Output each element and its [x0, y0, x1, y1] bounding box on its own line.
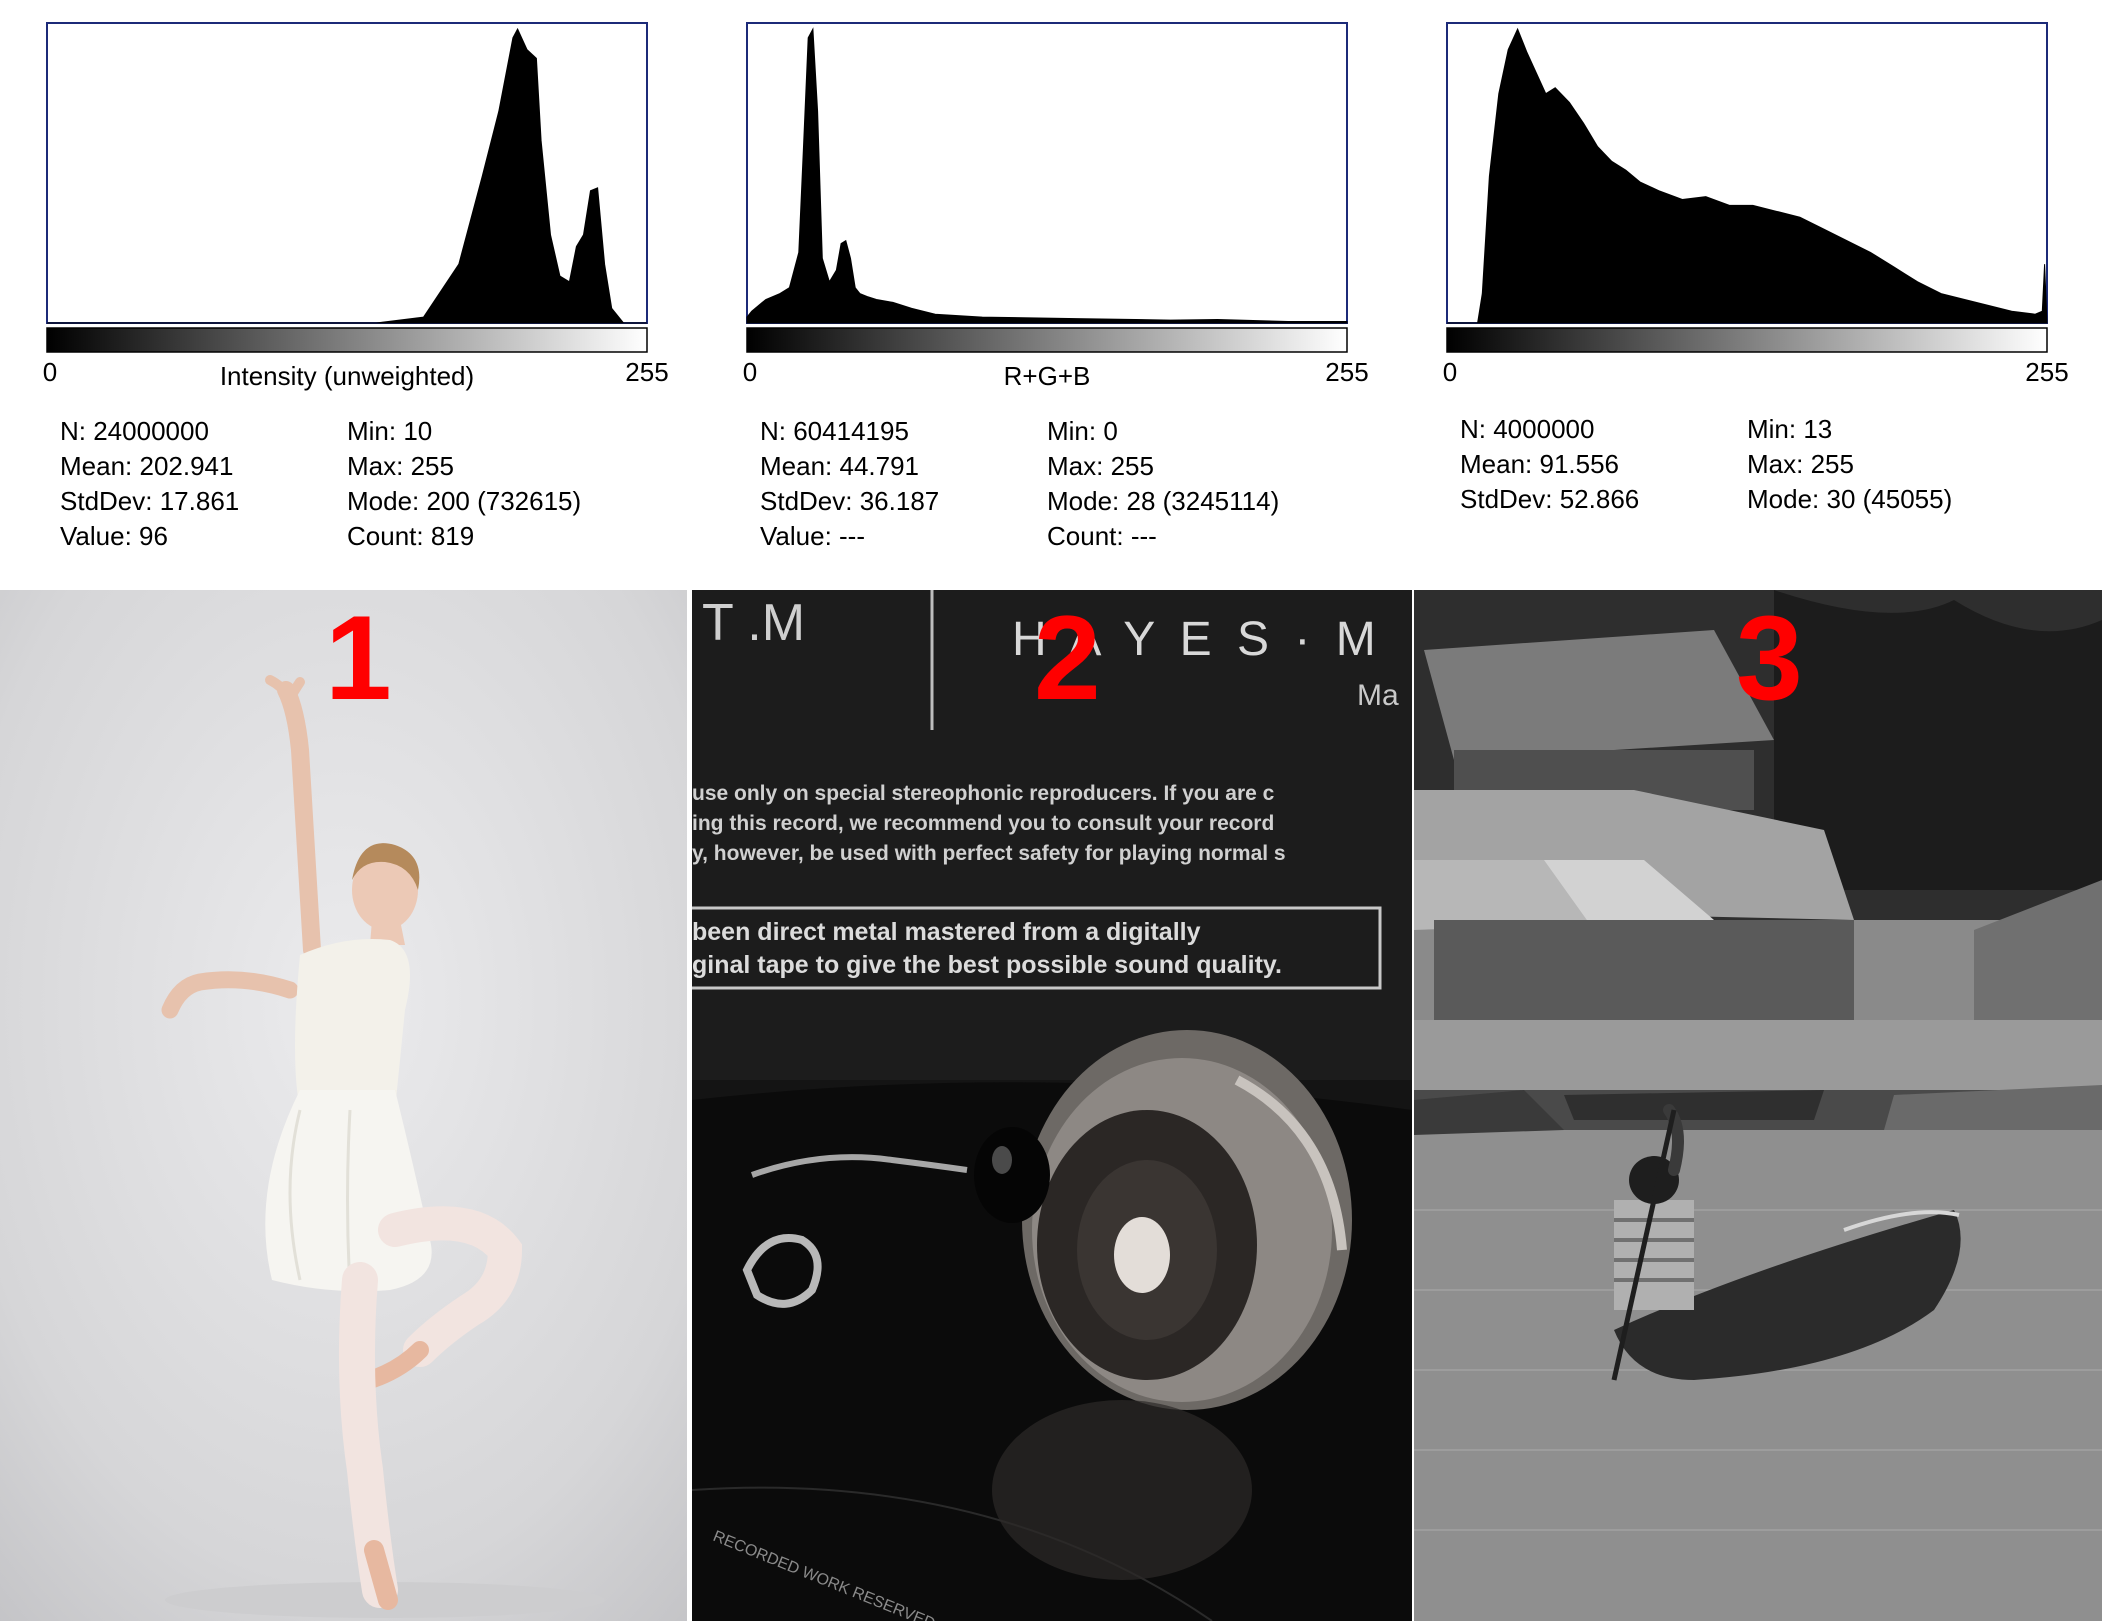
- photo-record-earring: T .M H A Y E S · M Ma use only on specia…: [692, 590, 1412, 1621]
- x-tick-label-max: 255: [1325, 357, 1368, 387]
- stat-mode: Mode: 30 (45055): [1747, 484, 1953, 514]
- sleeve-text-hayes: H A Y E S · M: [1012, 613, 1382, 666]
- stat-n: N: 4000000: [1460, 414, 1595, 444]
- stat-max: Max: 255: [1747, 449, 1854, 479]
- x-tick-label-min: 0: [1443, 357, 1457, 387]
- stats-left-3: N: 4000000 Mean: 91.556 StdDev: 52.866: [1460, 412, 1639, 517]
- gray-scale-bar: [46, 327, 648, 353]
- stat-mean: Mean: 202.941: [60, 451, 234, 481]
- sleeve-text-line-2: ing this record, we recommend you to con…: [692, 812, 1274, 835]
- sleeve-text-line-5: ginal tape to give the best possible sou…: [692, 951, 1282, 979]
- photo-ballerina: 1: [0, 590, 687, 1621]
- stat-min: Min: 10: [347, 416, 433, 446]
- stat-min: Min: 13: [1747, 414, 1833, 444]
- histogram-panel-3: 0 255 N: 4000000 Mean: 91.556 StdDev: 52.…: [1400, 0, 2100, 590]
- stat-min: Min: 0: [1047, 416, 1118, 446]
- stat-n: N: 24000000: [60, 416, 209, 446]
- stat-stddev: StdDev: 36.187: [760, 486, 940, 516]
- x-tick-label-min: 0: [43, 357, 57, 387]
- stat-mode: Mode: 200 (732615): [347, 486, 582, 516]
- histogram-area: [47, 27, 647, 324]
- stat-stddev: StdDev: 17.861: [60, 486, 240, 516]
- stat-mean: Mean: 44.791: [760, 451, 920, 481]
- x-axis-label: Intensity (unweighted): [220, 361, 474, 391]
- gray-scale-bar: [746, 327, 1348, 353]
- sleeve-text-line-3: y, however, be used with perfect safety …: [692, 842, 1286, 865]
- histogram-area: [746, 27, 1348, 324]
- gray-scale-bar: [1446, 327, 2048, 353]
- histogram-chart-3: 0 255: [1443, 22, 2069, 387]
- stats-left-2: N: 60414195 Mean: 44.791 StdDev: 36.187 …: [760, 414, 939, 554]
- stats-left-1: N: 24000000 Mean: 202.941 StdDev: 17.861…: [60, 414, 239, 554]
- histogram-chart-2: 0 255 R+G+B: [743, 22, 1369, 391]
- stat-n: N: 60414195: [760, 416, 909, 446]
- stat-mean: Mean: 91.556: [1460, 449, 1620, 479]
- stat-count: Count: 819: [347, 521, 475, 551]
- x-axis-label: R+G+B: [1004, 361, 1091, 391]
- sleeve-text-ma: Ma: [1357, 679, 1399, 712]
- histogram-panel-1: 0 255 Intensity (unweighted) N: 24000000 M…: [0, 0, 700, 590]
- stat-max: Max: 255: [347, 451, 454, 481]
- stat-stddev: StdDev: 52.866: [1460, 484, 1640, 514]
- stat-max: Max: 255: [1047, 451, 1154, 481]
- ballerina-illustration: [0, 590, 687, 1621]
- boatman-illustration: [1414, 590, 2102, 1621]
- record-illustration: T .M H A Y E S · M Ma use only on specia…: [692, 590, 1412, 1621]
- photo-number-2: 2: [1034, 591, 1101, 725]
- histogram-area: [1447, 27, 2048, 324]
- photo-number-1: 1: [325, 591, 392, 725]
- x-tick-label-min: 0: [743, 357, 757, 387]
- photo-boatman: 3: [1414, 590, 2102, 1621]
- stat-value: Value: ---: [760, 521, 865, 551]
- histogram-panel-2: 0 255 R+G+B N: 60414195 Mean: 44.791 StdDe…: [700, 0, 1400, 590]
- histogram-chart-1: 0 255 Intensity (unweighted): [43, 22, 669, 391]
- stat-mode: Mode: 28 (3245114): [1047, 486, 1280, 516]
- stats-right-1: Min: 10 Max: 255 Mode: 200 (732615) Coun…: [347, 414, 581, 554]
- stats-right-2: Min: 0 Max: 255 Mode: 28 (3245114) Count…: [1047, 414, 1279, 554]
- stat-value: Value: 96: [60, 521, 168, 551]
- photo-number-3: 3: [1736, 591, 1803, 725]
- stat-count: Count: ---: [1047, 521, 1157, 551]
- sleeve-text-tm: T .M: [702, 594, 805, 652]
- sleeve-text-line-1: use only on special stereophonic reprodu…: [692, 782, 1275, 805]
- x-tick-label-max: 255: [625, 357, 668, 387]
- x-tick-label-max: 255: [2025, 357, 2068, 387]
- sleeve-text-line-4: been direct metal mastered from a digita…: [692, 918, 1201, 946]
- stats-right-3: Min: 13 Max: 255 Mode: 30 (45055): [1747, 412, 1952, 517]
